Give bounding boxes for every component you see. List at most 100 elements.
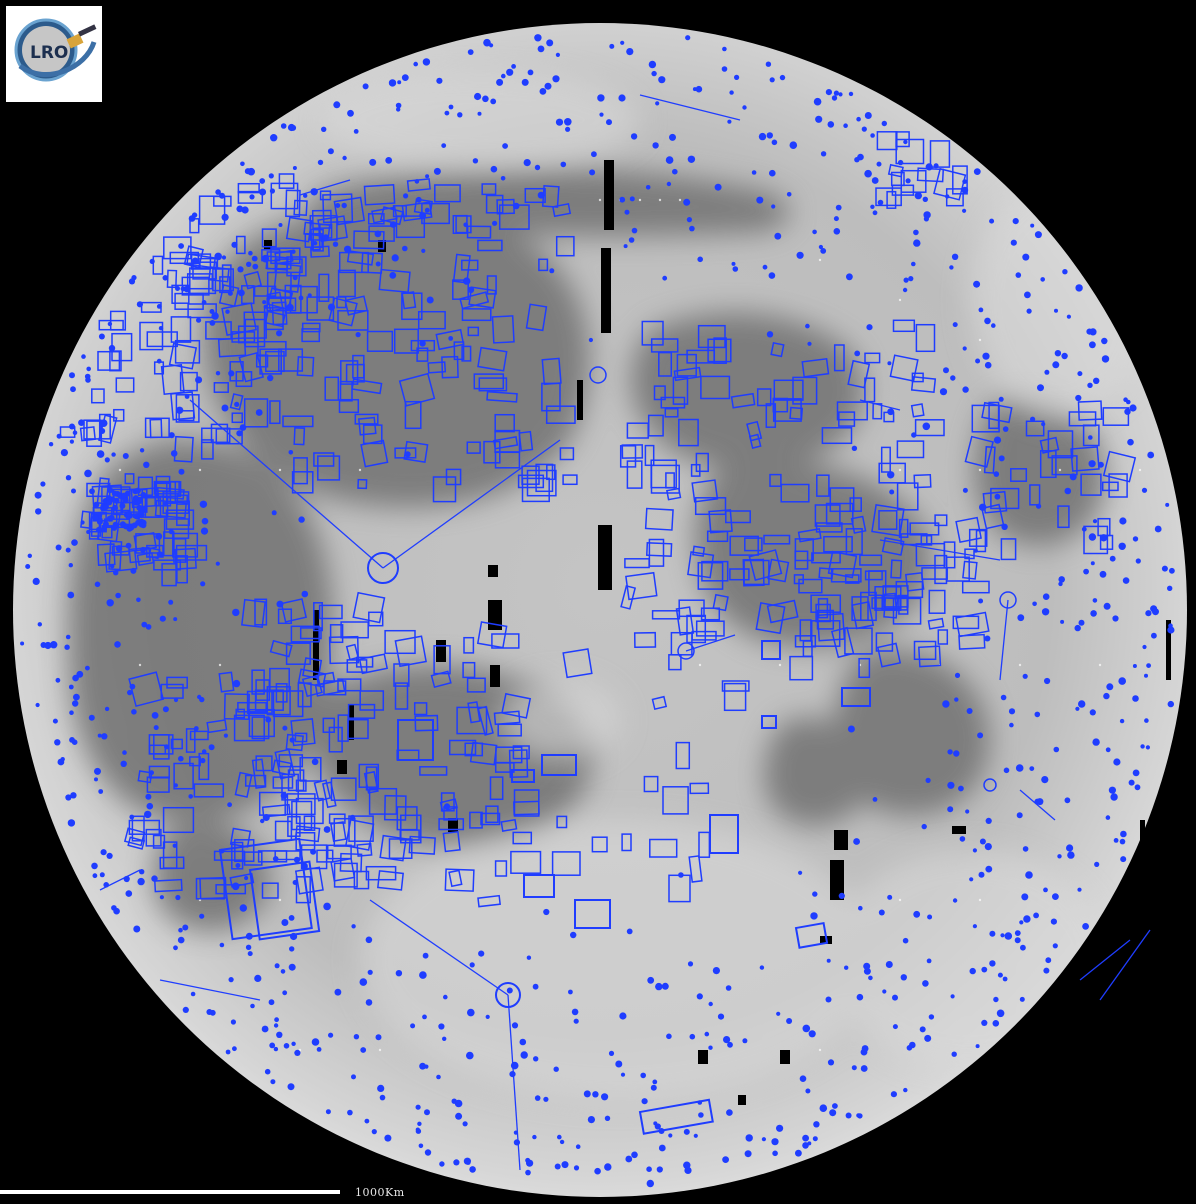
footprint-box[interactable] [943,541,956,569]
footprint-box[interactable] [662,786,689,815]
observation-point[interactable] [1037,384,1044,392]
observation-point[interactable] [311,758,319,766]
footprint-box[interactable] [625,571,658,601]
observation-point[interactable] [1030,416,1036,422]
footprint-box[interactable] [229,393,244,411]
observation-point[interactable] [278,223,283,227]
footprint-box[interactable] [419,766,448,776]
observation-point[interactable] [900,974,907,981]
observation-point[interactable] [221,404,229,412]
observation-point[interactable] [350,814,356,821]
observation-point[interactable] [864,169,872,178]
footprint-box[interactable] [695,452,709,473]
observation-point[interactable] [88,714,95,721]
footprint-box[interactable] [817,598,829,619]
observation-point[interactable] [766,331,774,338]
footprint-box[interactable] [668,654,682,671]
footprint-box[interactable] [851,601,875,630]
footprint-box[interactable] [434,184,461,203]
footprint-box[interactable] [355,656,374,668]
observation-point[interactable] [364,1118,370,1124]
observation-point[interactable] [355,332,361,338]
observation-point[interactable] [1120,830,1127,838]
observation-point[interactable] [965,809,970,814]
footprint-box[interactable] [318,604,343,620]
observation-point[interactable] [776,1124,784,1132]
observation-point[interactable] [439,1161,445,1167]
footprint-box[interactable] [494,451,521,469]
footprint-box[interactable] [394,682,409,710]
observation-point[interactable] [652,142,659,149]
footprint-box[interactable] [295,797,324,825]
footprint-box[interactable] [871,504,905,537]
observation-point[interactable] [288,450,294,455]
footprint-box[interactable] [559,447,575,461]
observation-point[interactable] [168,599,174,605]
observation-point[interactable] [192,257,199,264]
observation-point[interactable] [251,255,258,262]
observation-point[interactable] [552,75,560,83]
observation-point[interactable] [131,709,137,715]
observation-point[interactable] [864,112,872,119]
footprint-box[interactable] [545,405,576,424]
footprint-box[interactable] [645,542,673,557]
footprint-box[interactable] [748,549,783,581]
footprint-box[interactable] [337,269,356,298]
observation-point[interactable] [294,1049,301,1056]
observation-point[interactable] [254,974,262,983]
footprint-box[interactable] [162,491,190,514]
observation-point[interactable] [369,158,377,166]
footprint-box[interactable] [968,528,988,547]
observation-point[interactable] [248,250,253,256]
observation-point[interactable] [994,493,1001,500]
target-circle-2[interactable] [495,982,521,1008]
observation-point[interactable] [998,455,1005,462]
footprint-box[interactable] [789,655,814,681]
footprint-box[interactable] [501,692,532,719]
footprint-box[interactable] [152,834,166,849]
footprint-box[interactable] [330,777,357,801]
observation-point[interactable] [532,983,539,990]
observation-point[interactable] [769,77,775,83]
observation-point[interactable] [820,248,827,254]
observation-point[interactable] [887,408,895,416]
observation-point[interactable] [419,212,427,220]
observation-point[interactable] [939,388,948,396]
observation-point[interactable] [911,261,916,267]
observation-point[interactable] [139,448,145,453]
observation-point[interactable] [923,211,931,219]
observation-point[interactable] [347,1109,353,1116]
observation-point[interactable] [1075,706,1080,711]
observation-point[interactable] [125,542,132,549]
footprint-box[interactable] [882,585,909,608]
observation-point[interactable] [1103,692,1110,700]
observation-point[interactable] [1169,567,1175,574]
observation-point[interactable] [182,1006,189,1014]
observation-point[interactable] [1099,570,1107,578]
observation-point[interactable] [698,1112,704,1118]
observation-point[interactable] [765,61,772,67]
observation-point[interactable] [395,970,403,977]
footprint-box[interactable] [445,468,462,486]
observation-point[interactable] [877,199,884,206]
footprint-box[interactable] [689,782,710,795]
observation-point[interactable] [833,216,839,222]
observation-point[interactable] [143,461,150,468]
observation-point[interactable] [200,527,209,535]
observation-point[interactable] [99,872,105,878]
observation-point[interactable] [107,487,114,494]
observation-point[interactable] [67,591,75,599]
observation-point[interactable] [151,875,158,882]
footprint-box[interactable] [322,717,335,733]
footprint-box[interactable] [263,307,284,331]
footprint-box[interactable] [399,829,420,841]
observation-point[interactable] [655,101,660,106]
observation-point[interactable] [287,123,296,132]
footprint-box[interactable] [844,627,873,655]
footprint-box[interactable] [466,441,481,454]
observation-point[interactable] [588,337,594,343]
footprint-box[interactable] [257,340,287,357]
footprint-box[interactable] [329,624,344,644]
observation-point[interactable] [232,608,240,617]
footprint-box[interactable] [377,870,404,891]
